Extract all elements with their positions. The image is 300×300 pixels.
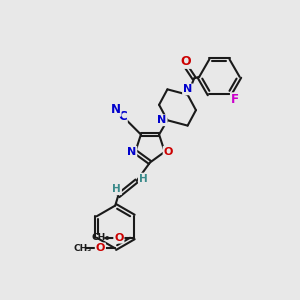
Text: O: O <box>96 243 105 254</box>
Text: O: O <box>114 233 124 243</box>
Text: N: N <box>111 103 121 116</box>
Text: CH₃: CH₃ <box>74 244 92 253</box>
Text: CH₃: CH₃ <box>92 233 110 242</box>
Text: H: H <box>112 184 121 194</box>
Text: F: F <box>231 93 239 106</box>
Text: N: N <box>158 115 167 125</box>
Text: O: O <box>164 147 173 157</box>
Text: O: O <box>181 55 191 68</box>
Text: N: N <box>127 147 136 157</box>
Text: C: C <box>118 110 127 123</box>
Text: N: N <box>183 84 192 94</box>
Text: H: H <box>139 173 148 184</box>
